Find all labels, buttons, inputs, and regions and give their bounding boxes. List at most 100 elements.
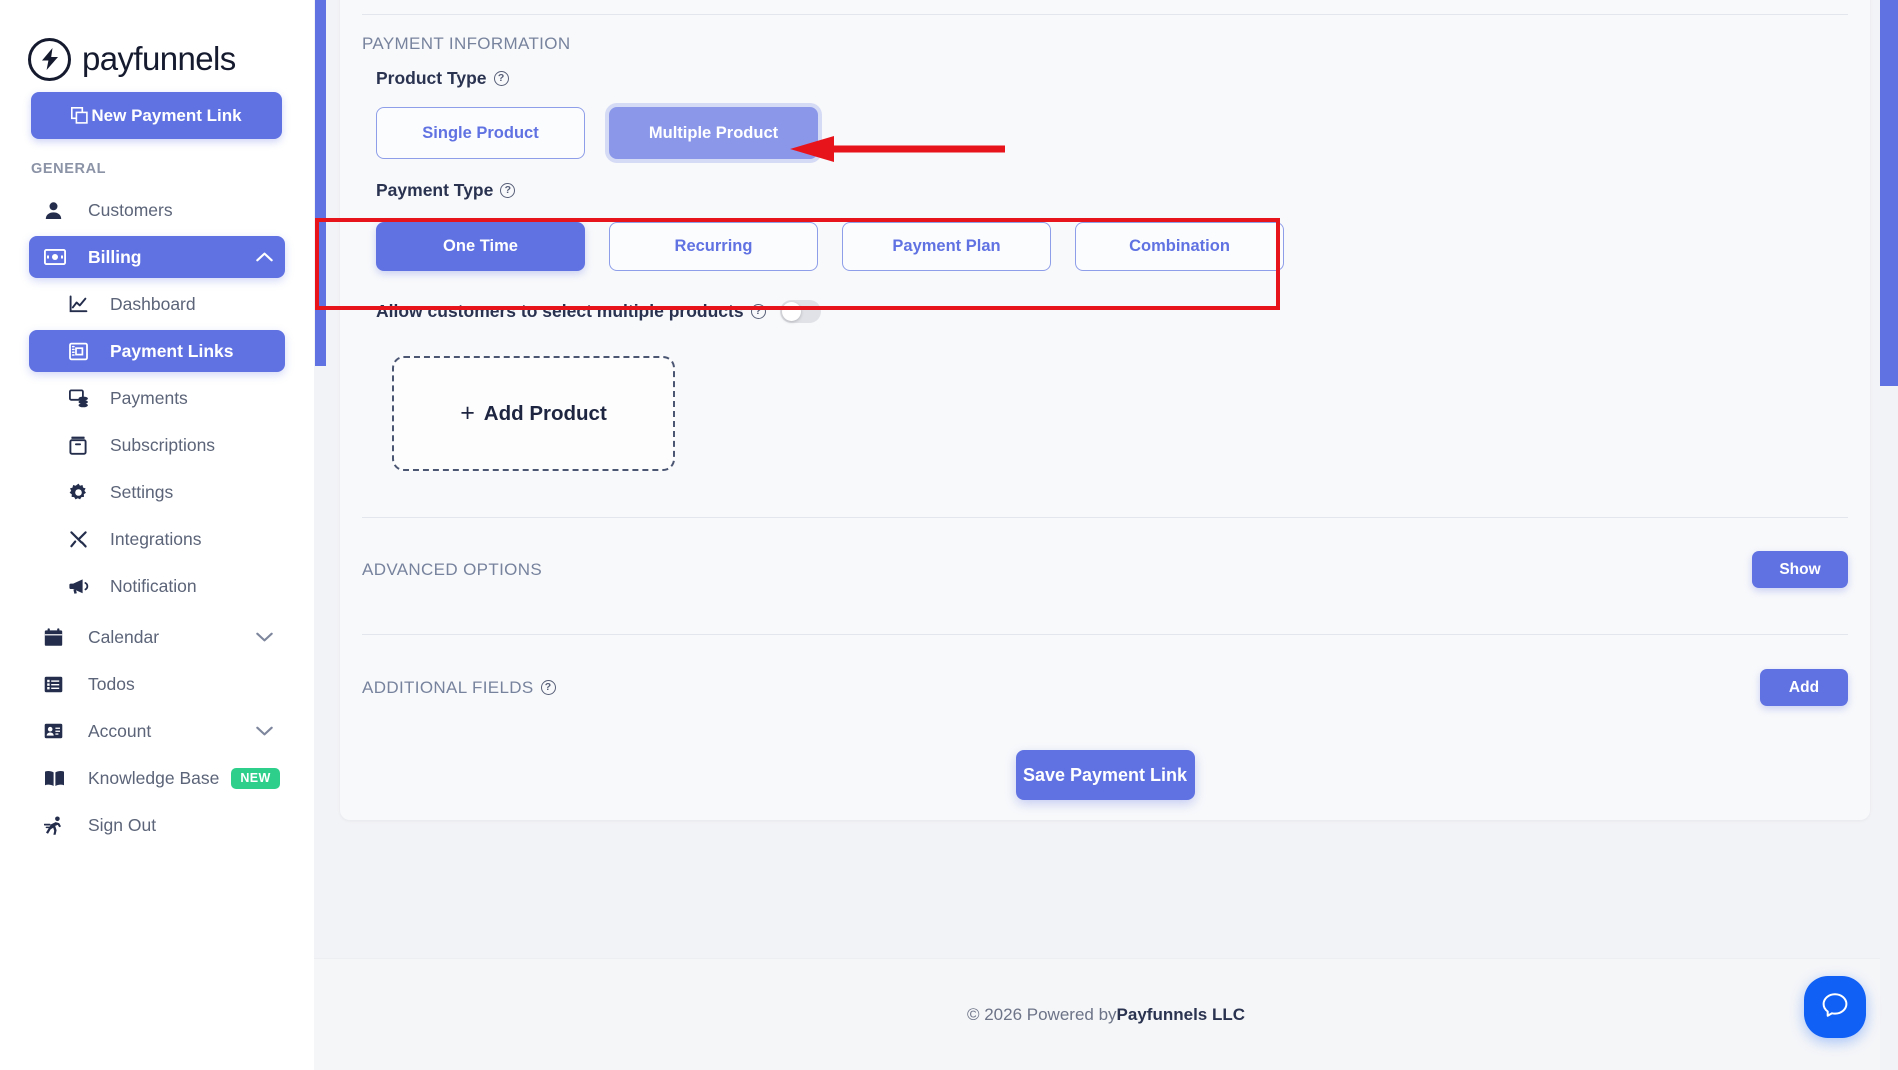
- question-mark-icon[interactable]: ?: [493, 71, 509, 86]
- divider-top: [362, 14, 1848, 15]
- main-content: PAYMENT INFORMATION Product Type ? Singl…: [314, 0, 1898, 1070]
- sidebar-label-payments: Payments: [110, 387, 188, 408]
- payment-type-options: One Time Recurring Payment Plan Combinat…: [376, 222, 1870, 271]
- chevron-up-icon[interactable]: [256, 252, 273, 262]
- toggle-knob: [781, 302, 801, 321]
- money-bill-icon: [44, 249, 70, 265]
- allow-multiple-products-row: Allow customers to select multiple produ…: [376, 300, 1870, 323]
- running-person-icon: [44, 816, 70, 835]
- sidebar-label-notification: Notification: [110, 575, 197, 596]
- sidebar-label-subscriptions: Subscriptions: [110, 434, 216, 455]
- content-scrollbar-thumb[interactable]: [315, 0, 326, 366]
- chevron-down-icon[interactable]: [256, 632, 273, 642]
- sidebar-item-dashboard[interactable]: Dashboard: [29, 283, 285, 325]
- divider-advanced: [362, 517, 1848, 518]
- allow-multiple-products-label: Allow customers to select multiple produ…: [376, 301, 744, 321]
- plus-icon: +: [460, 399, 475, 427]
- sidebar-item-customers[interactable]: Customers: [29, 189, 285, 231]
- sidebar-label-dashboard: Dashboard: [110, 293, 196, 314]
- chart-line-icon: [69, 295, 93, 313]
- book-icon: [44, 770, 70, 787]
- advanced-options-show-button[interactable]: Show: [1752, 551, 1848, 588]
- sidebar-item-payments[interactable]: Payments: [29, 377, 285, 419]
- additional-fields-row: ADDITIONAL FIELDS ? Add: [340, 669, 1870, 706]
- payment-type-combination-button[interactable]: Combination: [1075, 222, 1284, 271]
- sidebar-item-todos[interactable]: Todos: [29, 663, 285, 705]
- card-inner: PAYMENT INFORMATION Product Type ? Singl…: [340, 0, 1870, 844]
- add-product-button[interactable]: + Add Product: [392, 356, 675, 471]
- payment-type-payment-plan-button[interactable]: Payment Plan: [842, 222, 1051, 271]
- sidebar-item-knowledge-base[interactable]: Knowledge Base NEW: [29, 757, 285, 799]
- copy-icon: [71, 107, 89, 124]
- link-card-icon: [69, 342, 93, 361]
- page-scrollbar-thumb[interactable]: [1880, 0, 1898, 386]
- chat-bubble-icon: [1820, 990, 1850, 1025]
- sidebar-label-sign-out: Sign Out: [88, 814, 157, 835]
- new-payment-link-label: New Payment Link: [91, 105, 242, 125]
- advanced-options-row: ADVANCED OPTIONS Show: [340, 551, 1870, 588]
- product-type-label-row: Product Type ?: [376, 68, 1870, 89]
- archive-box-icon: [69, 436, 93, 455]
- product-type-single-product-button[interactable]: Single Product: [376, 107, 585, 159]
- sidebar-label-todos: Todos: [88, 673, 135, 694]
- brand-logo[interactable]: payfunnels: [0, 0, 314, 92]
- gear-icon: [69, 483, 93, 502]
- list-icon: [44, 676, 70, 693]
- sidebar-label-payment-links: Payment Links: [110, 340, 234, 361]
- sidebar-item-calendar[interactable]: Calendar: [29, 616, 285, 658]
- sidebar-item-subscriptions[interactable]: Subscriptions: [29, 424, 285, 466]
- chat-launcher-button[interactable]: [1804, 976, 1866, 1038]
- payment-type-label: Payment Type: [376, 180, 494, 200]
- additional-fields-title-row: ADDITIONAL FIELDS ?: [362, 678, 556, 698]
- save-row: Save Payment Link: [340, 750, 1870, 844]
- sidebar: payfunnels New Payment Link GENERAL: [0, 0, 314, 1070]
- question-mark-icon[interactable]: ?: [540, 680, 556, 695]
- payment-link-card: PAYMENT INFORMATION Product Type ? Singl…: [340, 0, 1870, 820]
- chevron-down-icon[interactable]: [256, 726, 273, 736]
- additional-fields-add-button[interactable]: Add: [1760, 669, 1848, 706]
- question-mark-icon[interactable]: ?: [500, 183, 516, 198]
- sidebar-item-notification[interactable]: Notification: [29, 565, 285, 607]
- footer-text: © 2026 Powered byPayfunnels LLC: [967, 1005, 1245, 1025]
- payment-information-title: PAYMENT INFORMATION: [362, 34, 571, 53]
- sidebar-label-billing: Billing: [88, 246, 142, 267]
- sidebar-section-general: GENERAL: [31, 161, 107, 177]
- sidebar-item-billing[interactable]: Billing: [29, 236, 285, 278]
- user-icon: [44, 201, 70, 220]
- sidebar-item-integrations[interactable]: Integrations: [29, 518, 285, 560]
- brand-name: payfunnels: [82, 40, 236, 77]
- sidebar-label-customers: Customers: [88, 199, 173, 220]
- new-payment-link-button[interactable]: New Payment Link: [31, 92, 282, 139]
- id-card-icon: [44, 723, 70, 739]
- sidebar-item-sign-out[interactable]: Sign Out: [29, 804, 285, 846]
- payments-coins-icon: [69, 389, 93, 408]
- save-payment-link-button[interactable]: Save Payment Link: [1015, 750, 1195, 800]
- add-product-label: Add Product: [483, 401, 607, 425]
- sidebar-label-integrations: Integrations: [110, 528, 202, 549]
- lightning-bolt-circle-icon: [28, 37, 71, 81]
- footer-company: Payfunnels LLC: [1116, 1004, 1246, 1024]
- allow-multiple-products-label-row: Allow customers to select multiple produ…: [376, 301, 766, 322]
- sidebar-item-payment-links[interactable]: Payment Links: [29, 330, 285, 372]
- payment-type-one-time-button[interactable]: One Time: [376, 222, 585, 271]
- sidebar-item-account[interactable]: Account: [29, 710, 285, 752]
- footer: © 2026 Powered byPayfunnels LLC: [314, 958, 1898, 1070]
- sidebar-label-account: Account: [88, 720, 152, 741]
- question-mark-icon[interactable]: ?: [750, 304, 766, 319]
- sidebar-label-knowledge-base: Knowledge Base: [88, 767, 220, 788]
- footer-copyright: © 2026 Powered by: [966, 1004, 1117, 1024]
- sidebar-item-settings[interactable]: Settings: [29, 471, 285, 513]
- megaphone-icon: [69, 578, 93, 595]
- calendar-icon: [44, 627, 70, 647]
- sidebar-nav: Customers Billing: [0, 189, 314, 846]
- sidebar-label-calendar: Calendar: [88, 626, 160, 647]
- additional-fields-title: ADDITIONAL FIELDS: [362, 677, 534, 697]
- allow-multiple-products-toggle[interactable]: [779, 300, 821, 323]
- payment-type-label-row: Payment Type ?: [376, 180, 1870, 201]
- advanced-options-title: ADVANCED OPTIONS: [362, 559, 543, 579]
- payment-type-recurring-button[interactable]: Recurring: [609, 222, 818, 271]
- product-type-multiple-product-button[interactable]: Multiple Product: [609, 107, 818, 159]
- product-type-options: Single Product Multiple Product: [376, 107, 1870, 159]
- divider-additional: [362, 634, 1848, 635]
